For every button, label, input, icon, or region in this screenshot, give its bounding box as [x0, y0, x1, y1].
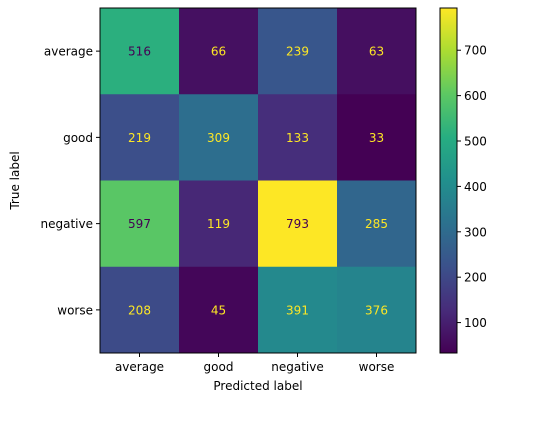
cell-value-label: 63 [369, 45, 384, 59]
cell-value-label: 391 [286, 303, 309, 317]
colorbar-tick-label: 700 [464, 44, 487, 58]
cell-value-label: 309 [207, 131, 230, 145]
cell-value-label: 239 [286, 45, 309, 59]
x-tick-label: worse [359, 360, 395, 374]
heatmap-cell [337, 8, 417, 95]
cell-value-label: 376 [365, 303, 388, 317]
cell-value-label: 45 [211, 303, 226, 317]
x-axis-label: Predicted label [213, 379, 302, 393]
heatmap-cell [179, 8, 259, 95]
y-axis-label: True label [8, 151, 22, 210]
colorbar-tick-label: 500 [464, 135, 487, 149]
cell-value-label: 793 [286, 217, 309, 231]
heatmap-cell [337, 266, 417, 354]
colorbar-tick-label: 100 [464, 316, 487, 330]
heatmap-cell [258, 94, 338, 181]
heatmap-cell [179, 180, 259, 268]
x-axis-ticks: average good negative worse [115, 353, 394, 374]
cell-value-label: 208 [128, 303, 151, 317]
x-tick-label: good [204, 360, 234, 374]
y-axis-ticks: average good negative worse [41, 45, 100, 317]
colorbar-tick-label: 600 [464, 89, 487, 103]
cell-value-label: 285 [365, 217, 388, 231]
cell-value-label: 219 [128, 131, 151, 145]
heatmap-cell [100, 180, 180, 268]
heatmap-cell [258, 8, 338, 95]
cell-value-label: 119 [207, 217, 230, 231]
colorbar [439, 7, 458, 354]
plot-frame [99, 7, 417, 354]
y-tick-label: negative [41, 217, 93, 231]
colorbar-tick-label: 200 [464, 271, 487, 285]
heatmap-cell [100, 266, 180, 354]
heatmap-cell [337, 180, 417, 268]
heatmap-cell [100, 8, 180, 95]
heatmap-cell [258, 266, 338, 354]
cell-value-label: 33 [369, 131, 384, 145]
x-tick-label: average [115, 360, 164, 374]
heatmap-cell [179, 94, 259, 181]
cell-value-label: 133 [286, 131, 309, 145]
heatmap-cell [179, 266, 259, 354]
colorbar-tick-label: 400 [464, 180, 487, 194]
y-tick-label: good [63, 131, 93, 145]
cell-value-label: 597 [128, 217, 151, 231]
colorbar-ticks: 100 200 300 400 500 600 700 [457, 44, 487, 330]
heatmap-cell [337, 94, 417, 181]
y-tick-label: average [44, 45, 93, 59]
x-tick-label: negative [271, 360, 323, 374]
colorbar-tick-label: 300 [464, 225, 487, 239]
y-tick-label: worse [57, 303, 93, 317]
cell-value-label: 516 [128, 45, 151, 59]
heatmap-cell [258, 180, 338, 268]
cell-value-label: 66 [211, 45, 226, 59]
heatmap-cells: 516 66 239 63 219 309 133 33 597 119 793 285 208 45 39… [100, 8, 417, 354]
heatmap-cell [100, 94, 180, 181]
